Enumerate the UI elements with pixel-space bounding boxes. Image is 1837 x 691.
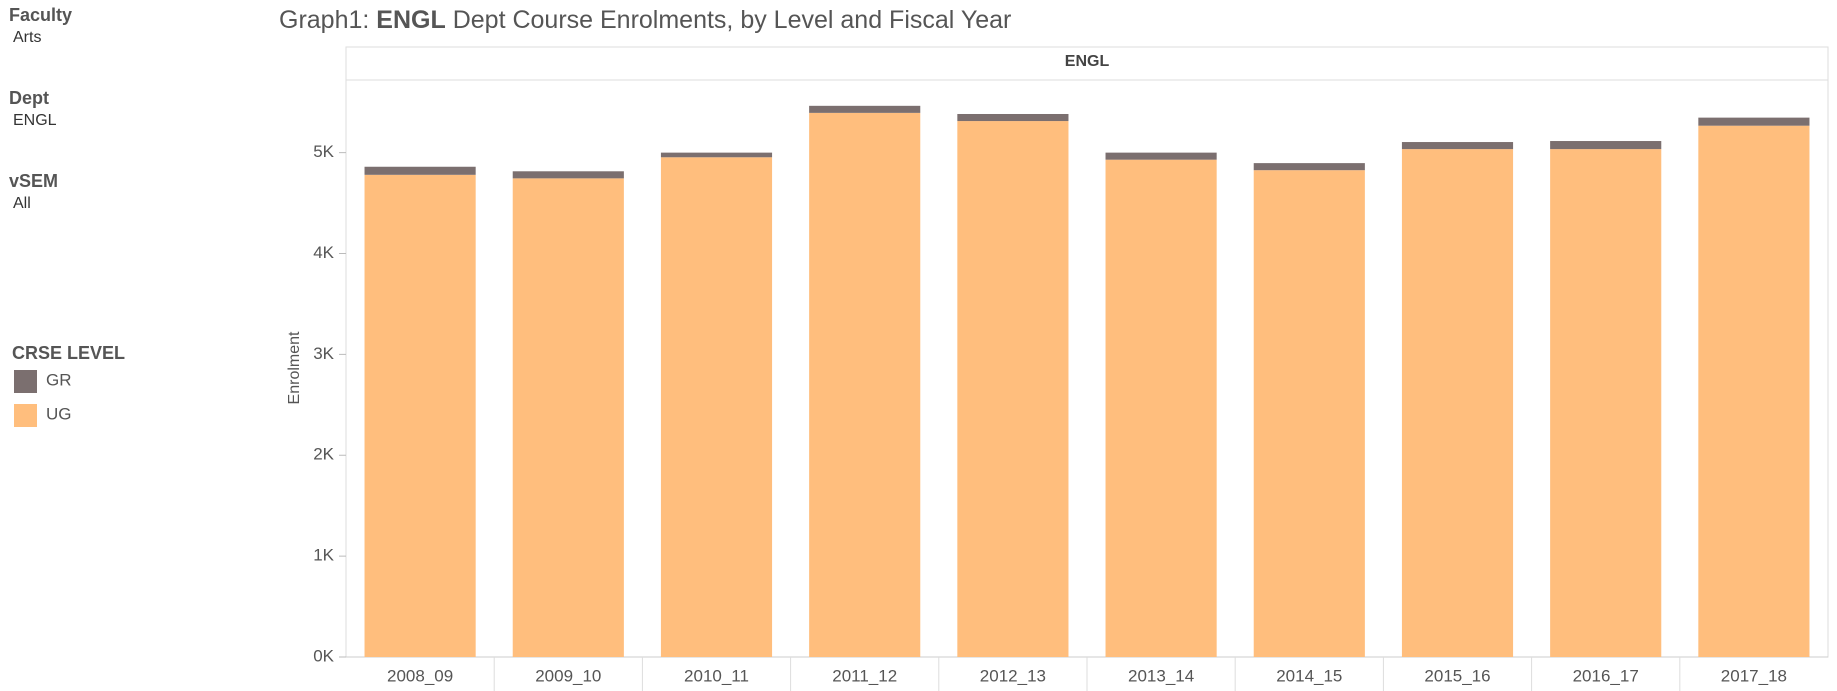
y-tick-label: 2K — [313, 445, 334, 464]
bar-segment — [512, 178, 624, 657]
filter-value: Arts — [13, 29, 41, 46]
bar-segment — [1401, 149, 1514, 658]
legend-swatch — [14, 370, 37, 393]
bar-segment — [809, 105, 921, 113]
x-tick-label: 2017_18 — [1721, 666, 1787, 685]
bar-segment — [1253, 163, 1365, 171]
bar-segment — [1698, 117, 1810, 126]
bar-segment — [1401, 142, 1514, 150]
legend-label: UG — [46, 404, 72, 423]
bar-segment — [1105, 159, 1217, 658]
bar-segment — [957, 113, 1069, 122]
x-tick-label: 2010_11 — [684, 666, 749, 685]
y-axis-label: Enrolment — [286, 331, 303, 404]
bar-segment — [512, 171, 624, 179]
y-tick-label: 3K — [313, 344, 334, 363]
x-tick-label: 2014_15 — [1276, 666, 1342, 685]
filter-value: All — [13, 195, 31, 212]
bar-segment — [1253, 170, 1365, 658]
bar-segment — [957, 121, 1069, 657]
x-tick-label: 2015_16 — [1424, 666, 1490, 685]
x-tick-label: 2008_09 — [387, 666, 453, 685]
legend-label: GR — [46, 370, 72, 389]
bar-segment — [660, 152, 773, 158]
bar-segment — [809, 112, 921, 658]
y-tick-label: 4K — [313, 243, 334, 262]
legend-swatch — [14, 404, 37, 427]
bar-segment — [1698, 125, 1810, 657]
bar-segment — [1105, 152, 1217, 160]
y-tick-label: 1K — [313, 546, 334, 565]
x-tick-label: 2012_13 — [980, 666, 1046, 685]
legend-title: CRSE LEVEL — [12, 343, 125, 363]
bar-segment — [660, 157, 773, 657]
bar-segment — [1550, 149, 1662, 658]
bar-segment — [364, 174, 476, 657]
filter-label: Dept — [9, 88, 49, 108]
bar-segment — [364, 166, 476, 175]
bar-segment — [1550, 141, 1662, 150]
title-part: ENGL — [376, 6, 445, 34]
x-tick-label: 2011_12 — [832, 666, 897, 685]
x-tick-label: 2016_17 — [1573, 666, 1639, 685]
y-tick-label: 5K — [313, 142, 334, 161]
y-tick-label: 0K — [313, 646, 334, 665]
x-tick-label: 2013_14 — [1128, 666, 1194, 685]
panel-header: ENGL — [1065, 53, 1110, 70]
x-tick-label: 2009_10 — [535, 666, 601, 685]
title-part: Dept Course Enrolments, by Level and Fis… — [453, 6, 1012, 34]
chart-title: Graph1: ENGL Dept Course Enrolments, by … — [279, 6, 1011, 34]
filter-value: ENGL — [13, 112, 57, 129]
title-part: Graph1: — [279, 6, 369, 34]
filter-label: Faculty — [9, 5, 72, 25]
filter-label: vSEM — [9, 171, 58, 191]
